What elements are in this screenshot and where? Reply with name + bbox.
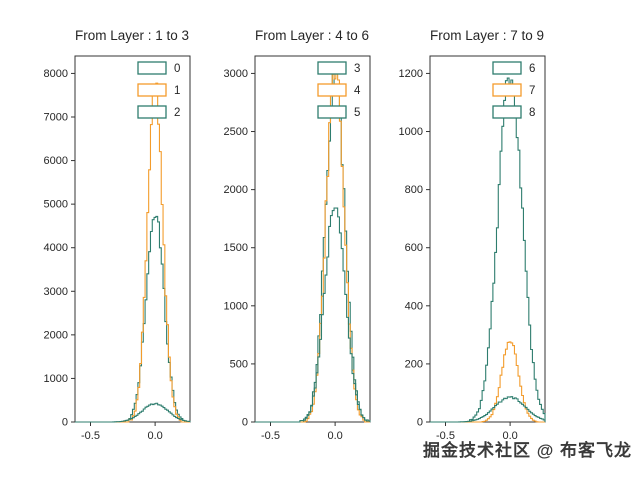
x-tick-label: 0.0 <box>327 430 342 442</box>
histogram-series-0 <box>75 215 190 423</box>
histogram-series-8 <box>430 396 546 423</box>
legend-label: 8 <box>529 107 535 119</box>
watermark: 掘金技术社区 @ 布客飞龙 <box>422 441 632 460</box>
legend-swatch <box>492 61 522 75</box>
legend-swatch <box>137 83 167 97</box>
legend-label: 6 <box>529 63 535 75</box>
legend-swatch <box>137 105 167 119</box>
axes-box <box>74 55 191 423</box>
histogram-plot: 0 500 1000 1500 2000 2500 3000 -0.5 0.0 3 4 5 <box>224 55 371 442</box>
histogram-plot: 0 200 400 600 800 1000 1200 -0.5 0.0 6 7 8 <box>399 55 546 442</box>
legend-label: 3 <box>354 63 360 75</box>
legend-label: 5 <box>354 107 360 119</box>
x-tick-label: 0.0 <box>502 430 517 442</box>
plot-area: 0 200 400 600 800 1000 1200 -0.5 0.0 6 7 8 <box>378 50 557 448</box>
histogram-series-4 <box>255 68 370 423</box>
y-tick-label: 400 <box>405 300 423 312</box>
histogram-plot: 0 1000 2000 3000 4000 5000 6000 7000 8000 -0.5 0.0… <box>44 55 191 442</box>
y-tick-label: 2000 <box>224 184 248 196</box>
legend-swatch <box>317 61 347 75</box>
legend-swatch <box>137 61 167 75</box>
y-tick-label: 200 <box>405 358 423 370</box>
y-tick-label: 800 <box>405 184 423 196</box>
legend-label: 7 <box>529 85 535 97</box>
legend-label: 1 <box>174 85 180 97</box>
x-tick-label: -0.5 <box>81 430 100 442</box>
y-tick-label: 1200 <box>399 68 423 80</box>
legend-swatch <box>317 83 347 97</box>
y-tick-label: 1000 <box>44 373 68 385</box>
plot-area: 0 500 1000 1500 2000 2500 3000 -0.5 0.0 3 4 5 <box>203 50 382 448</box>
legend-swatch <box>492 83 522 97</box>
y-tick-label: 1000 <box>399 126 423 138</box>
y-tick-label: 3000 <box>44 286 68 298</box>
x-tick-label: -0.5 <box>436 430 455 442</box>
y-tick-label: 2000 <box>44 329 68 341</box>
legend: 3 4 5 <box>317 61 361 119</box>
legend-label: 2 <box>174 107 180 119</box>
subplot-title: From Layer : 4 to 6 <box>254 28 370 43</box>
subplot-title: From Layer : 1 to 3 <box>74 28 190 43</box>
legend: 0 1 2 <box>137 61 180 119</box>
x-tick-label: -0.5 <box>261 430 280 442</box>
subplot-layers-7-9: From Layer : 7 to 9 0 200 400 600 800 1000 120… <box>378 28 558 458</box>
y-tick-label: 6000 <box>44 155 68 167</box>
legend-label: 0 <box>174 63 180 75</box>
y-tick-label: 0 <box>417 417 423 429</box>
axes-box <box>254 55 371 423</box>
y-tick-label: 7000 <box>44 112 68 124</box>
y-tick-label: 0 <box>62 417 68 429</box>
y-tick-label: 4000 <box>44 242 68 254</box>
axes-box <box>429 55 546 423</box>
subplot-title: From Layer : 7 to 9 <box>429 28 545 43</box>
x-tick-label: 0.0 <box>147 430 162 442</box>
legend: 6 7 8 <box>492 61 535 119</box>
subplot-layers-1-3: From Layer : 1 to 3 0 1000 2000 3000 4000 500… <box>23 28 203 458</box>
y-tick-label: 600 <box>405 242 423 254</box>
histogram-series-6 <box>430 77 546 423</box>
histogram-series-5 <box>255 207 371 423</box>
y-tick-label: 1500 <box>224 242 248 254</box>
y-tick-label: 3000 <box>224 68 248 80</box>
subplot-layers-4-6: From Layer : 4 to 6 0 500 1000 1500 2000 2500… <box>203 28 383 458</box>
plot-area: 0 1000 2000 3000 4000 5000 6000 7000 8000 -0.5 0.0… <box>23 50 202 448</box>
y-tick-label: 2500 <box>224 126 248 138</box>
histogram-series-1 <box>75 82 190 423</box>
y-tick-label: 8000 <box>44 68 68 80</box>
y-tick-label: 0 <box>242 417 248 429</box>
y-tick-label: 500 <box>230 358 248 370</box>
legend-swatch <box>317 105 347 119</box>
legend-swatch <box>492 105 522 119</box>
legend-label: 4 <box>354 85 361 97</box>
y-tick-label: 1000 <box>224 300 248 312</box>
y-tick-label: 5000 <box>44 199 68 211</box>
histogram-series-2 <box>75 402 191 423</box>
